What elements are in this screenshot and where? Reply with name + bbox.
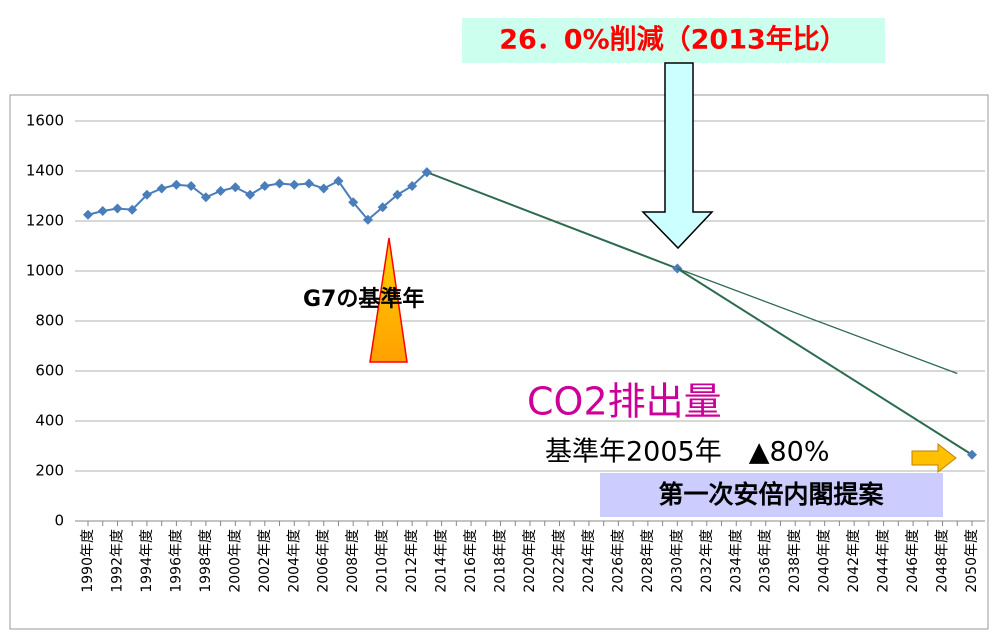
y-tick-label: 1400	[26, 162, 64, 180]
data-point	[83, 209, 93, 220]
data-point	[215, 186, 226, 196]
y-tick-label: 0	[54, 512, 64, 530]
abe-text: 第一次安倍内閣提案	[658, 480, 884, 509]
x-tick-label: 2024年度	[581, 529, 597, 593]
x-tick-label: 2042年度	[846, 529, 862, 593]
data-point	[348, 197, 359, 208]
x-tick-label: 2018年度	[493, 529, 509, 593]
data-point	[186, 181, 197, 191]
x-tick-label: 2016年度	[463, 529, 479, 593]
x-tick-label: 2026年度	[610, 529, 626, 593]
series-line	[677, 267, 958, 375]
x-tick-label: 1994年度	[139, 529, 155, 593]
g7-text: G7の基準年	[303, 286, 424, 312]
x-tick-label: 2048年度	[935, 529, 951, 593]
y-tick-label: 400	[35, 412, 64, 430]
x-tick-label: 2012年度	[404, 529, 420, 593]
x-tick-label: 1996年度	[168, 529, 184, 593]
x-tick-label: 2008年度	[345, 529, 361, 593]
data-point	[141, 189, 152, 200]
x-tick-label: 2028年度	[640, 529, 656, 593]
x-tick-label: 2022年度	[551, 529, 567, 593]
x-tick-label: 2006年度	[316, 529, 332, 593]
data-point	[156, 183, 167, 194]
data-point	[289, 179, 300, 190]
data-point	[392, 189, 403, 200]
x-tick-label: 2010年度	[375, 529, 391, 593]
x-tick-label: 2030年度	[669, 529, 685, 593]
data-point	[377, 202, 388, 213]
orange-arrow	[911, 442, 957, 474]
data-point	[967, 449, 977, 460]
y-tick-label: 1200	[26, 212, 64, 230]
data-point	[230, 182, 241, 193]
x-tick-label: 1992年度	[109, 529, 125, 593]
data-point	[318, 183, 329, 194]
x-tick-label: 2040年度	[817, 529, 833, 593]
data-point	[200, 192, 211, 203]
data-point	[127, 204, 138, 215]
x-tick-label: 2032年度	[699, 529, 715, 593]
data-point	[245, 189, 256, 200]
y-tick-label: 1000	[26, 262, 64, 280]
x-tick-label: 2036年度	[758, 529, 774, 593]
data-point	[407, 181, 418, 191]
co2-label: CO2排出量	[527, 380, 722, 424]
annotations: 26．0%削減（2013年比） G7の基準年 CO2排出量 基準年2005年 ▲…	[303, 18, 957, 517]
x-tick-label: 2044年度	[876, 529, 892, 593]
data-point	[362, 214, 373, 225]
abe-box	[600, 473, 943, 517]
data-point	[97, 206, 108, 216]
y-tick-label: 800	[35, 312, 64, 330]
x-tick-label: 2046年度	[905, 529, 921, 593]
x-tick-label: 2000年度	[227, 529, 243, 593]
data-point	[274, 178, 285, 189]
g7-marker	[369, 237, 408, 363]
base-year-text: 基準年2005年 ▲80%	[545, 437, 830, 468]
x-tick-label: 2050年度	[964, 529, 980, 593]
data-point	[421, 167, 432, 178]
x-tick-label: 2038年度	[787, 529, 803, 593]
data-point	[112, 203, 123, 214]
y-tick-label: 600	[35, 362, 64, 380]
data-point	[259, 181, 270, 191]
x-tick-label: 1990年度	[80, 529, 96, 593]
down-arrow	[641, 62, 714, 250]
x-tick-label: 2020年度	[522, 529, 538, 593]
y-tick-label: 200	[35, 462, 64, 480]
reduction-text: 26．0%削減（2013年比）	[499, 24, 847, 56]
reduction-box	[462, 18, 885, 63]
y-tick-label: 1600	[26, 112, 64, 130]
data-point	[304, 178, 314, 189]
x-tick-label: 2034年度	[728, 529, 744, 593]
data-point	[333, 176, 344, 186]
x-tick-label: 2004年度	[286, 529, 302, 593]
data-point	[171, 179, 182, 190]
x-tick-label: 2014年度	[434, 529, 450, 593]
x-tick-label: 2002年度	[257, 529, 273, 593]
plot: 0 200 400 600 800 1000 1200 1400 1600 1990年度 1992年…	[26, 112, 985, 593]
x-tick-label: 1998年度	[198, 529, 214, 593]
